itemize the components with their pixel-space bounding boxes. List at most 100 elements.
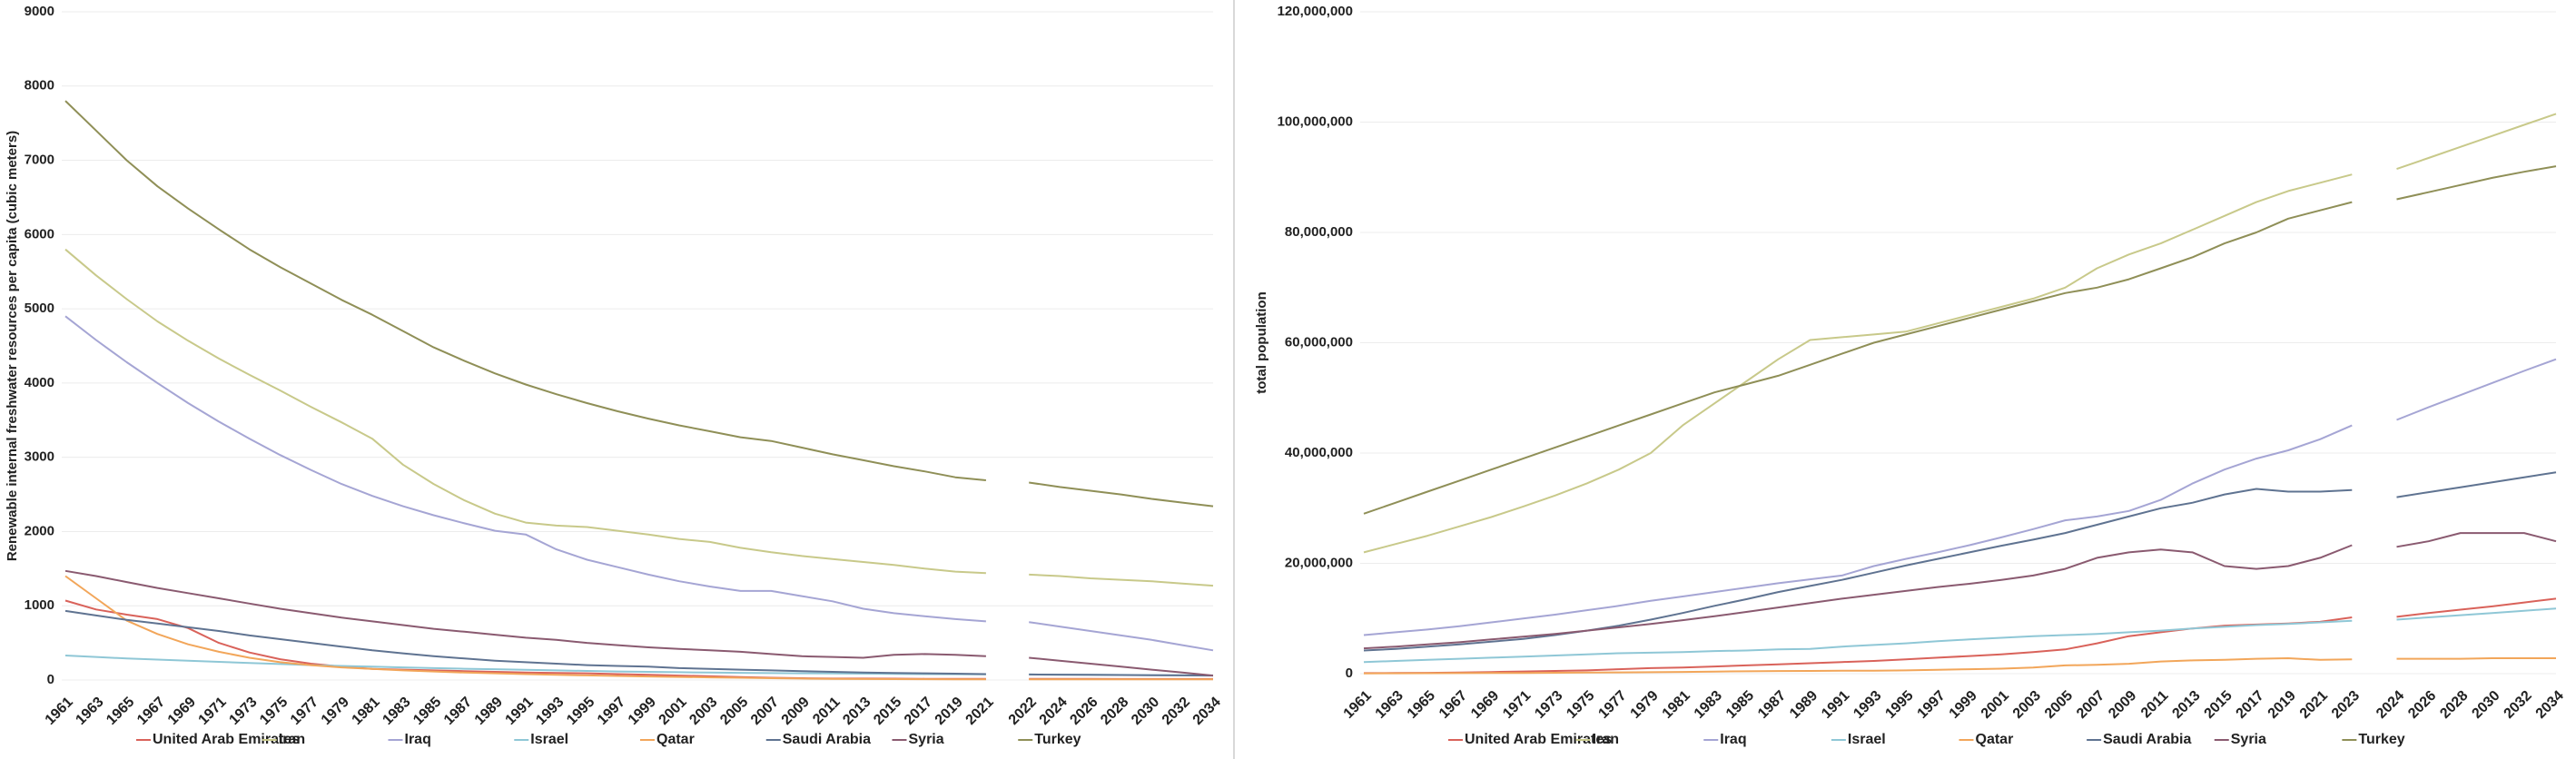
y-tick-label: 5000 bbox=[25, 301, 54, 316]
x-tick-label: 2017 bbox=[902, 695, 935, 728]
x-tick-label: 1993 bbox=[1851, 688, 1884, 722]
x-tick-label: 1979 bbox=[319, 695, 352, 728]
x-tick-label: 2001 bbox=[1979, 688, 2012, 722]
x-tick-label: 1997 bbox=[1915, 688, 1949, 722]
x-tick-label: 2032 bbox=[2502, 688, 2535, 722]
series-line bbox=[64, 609, 986, 675]
x-tick-label: 2003 bbox=[686, 695, 720, 728]
series-line bbox=[1029, 481, 1214, 508]
x-tick-label: 1987 bbox=[1755, 688, 1789, 722]
x-tick-label: 1963 bbox=[73, 695, 106, 728]
y-tick-label: 7000 bbox=[25, 153, 54, 168]
legend-label: Iraq bbox=[1720, 732, 1746, 747]
series-line bbox=[1363, 424, 2353, 636]
x-tick-label: 2007 bbox=[748, 695, 782, 728]
x-tick-label: 1987 bbox=[441, 695, 475, 728]
legend-label: Syria bbox=[2231, 732, 2266, 747]
x-tick-label: 2021 bbox=[963, 695, 997, 728]
x-tick-label: 2026 bbox=[2405, 688, 2439, 722]
x-tick-label: 2017 bbox=[2234, 688, 2267, 722]
series-line bbox=[1363, 173, 2353, 554]
x-tick-label: 1961 bbox=[1341, 688, 1375, 722]
legend-label: Qatar bbox=[656, 732, 695, 747]
x-tick-label: 1975 bbox=[257, 695, 291, 728]
x-tick-label: 1973 bbox=[226, 695, 260, 728]
x-tick-label: 2022 bbox=[1006, 695, 1040, 728]
x-tick-label: 1981 bbox=[350, 695, 383, 728]
x-tick-label: 2021 bbox=[2297, 688, 2331, 722]
x-tick-label: 1995 bbox=[1882, 688, 1916, 722]
x-tick-label: 1995 bbox=[564, 695, 597, 728]
legend-label: Saudi Arabia bbox=[783, 732, 871, 747]
legend-label: United Arab Emirates bbox=[153, 732, 300, 747]
x-tick-label: 2015 bbox=[871, 695, 904, 728]
x-tick-label: 1983 bbox=[380, 695, 413, 728]
x-tick-label: 1963 bbox=[1373, 688, 1406, 722]
x-tick-label: 1997 bbox=[595, 695, 628, 728]
x-tick-label: 1965 bbox=[104, 695, 137, 728]
x-tick-label: 2005 bbox=[717, 695, 751, 728]
x-tick-label: 2024 bbox=[1037, 695, 1071, 728]
series-line bbox=[2396, 113, 2557, 171]
x-tick-label: 1969 bbox=[165, 695, 199, 728]
series-line bbox=[1363, 488, 2353, 652]
series-line bbox=[1363, 619, 2353, 664]
x-tick-label: 1961 bbox=[43, 695, 76, 728]
legend-label: Israel bbox=[1848, 732, 1886, 747]
y-tick-label: 0 bbox=[47, 672, 54, 687]
series-line bbox=[1029, 656, 1214, 677]
x-tick-label: 2007 bbox=[2074, 688, 2107, 722]
y-tick-label: 1000 bbox=[25, 597, 54, 613]
x-tick-label: 1999 bbox=[1947, 688, 1980, 722]
x-tick-label: 2013 bbox=[840, 695, 873, 728]
y-tick-label: 100,000,000 bbox=[1278, 113, 1353, 129]
series-line bbox=[2396, 597, 2557, 618]
legend-label: Qatar bbox=[1976, 732, 2014, 747]
x-tick-label: 2011 bbox=[810, 695, 844, 728]
y-axis-title: total population bbox=[1254, 291, 1269, 393]
y-tick-label: 80,000,000 bbox=[1285, 224, 1353, 240]
legend-label: Iraq bbox=[405, 732, 431, 747]
legend-label: Turkey bbox=[2358, 732, 2404, 747]
x-tick-label: 2015 bbox=[2202, 688, 2235, 722]
legend-label: Iran bbox=[279, 732, 305, 747]
y-tick-label: 9000 bbox=[25, 4, 54, 19]
legend-label: Turkey bbox=[1034, 732, 1081, 747]
series-line bbox=[64, 599, 986, 680]
series-line bbox=[2396, 165, 2557, 201]
series-line bbox=[64, 569, 986, 659]
series-line bbox=[1029, 621, 1214, 652]
legend-label: Syria bbox=[909, 732, 944, 747]
x-tick-label: 2030 bbox=[1129, 695, 1162, 728]
x-tick-label: 2019 bbox=[933, 695, 966, 728]
x-tick-label: 2028 bbox=[1098, 695, 1131, 728]
y-tick-label: 2000 bbox=[25, 523, 54, 538]
series-line bbox=[2396, 607, 2557, 621]
y-tick-label: 0 bbox=[1346, 665, 1353, 681]
x-tick-label: 1985 bbox=[1723, 688, 1757, 722]
x-tick-label: 2001 bbox=[656, 695, 690, 728]
y-axis-title: Renewable internal freshwater resources … bbox=[5, 131, 20, 561]
legend-label: United Arab Emirates bbox=[1465, 732, 1612, 747]
x-tick-label: 1993 bbox=[533, 695, 567, 728]
y-tick-label: 4000 bbox=[25, 375, 54, 390]
x-tick-label: 1971 bbox=[1500, 688, 1534, 722]
y-tick-label: 120,000,000 bbox=[1278, 4, 1353, 19]
series-line bbox=[1363, 657, 2353, 675]
y-tick-label: 40,000,000 bbox=[1285, 445, 1353, 460]
x-tick-label: 2005 bbox=[2042, 688, 2076, 722]
x-tick-label: 1967 bbox=[1436, 688, 1470, 722]
series-line bbox=[1363, 544, 2353, 650]
x-tick-label: 1983 bbox=[1692, 688, 1725, 722]
x-tick-label: 1975 bbox=[1564, 688, 1597, 722]
series-line bbox=[64, 315, 986, 623]
x-tick-label: 1977 bbox=[288, 695, 321, 728]
x-tick-label: 1991 bbox=[503, 695, 537, 728]
x-tick-label: 2013 bbox=[2169, 688, 2203, 722]
x-tick-label: 2011 bbox=[2138, 688, 2172, 722]
series-line bbox=[64, 575, 986, 681]
series-line bbox=[1029, 573, 1214, 587]
x-tick-label: 1999 bbox=[626, 695, 659, 728]
x-tick-label: 1967 bbox=[134, 695, 168, 728]
